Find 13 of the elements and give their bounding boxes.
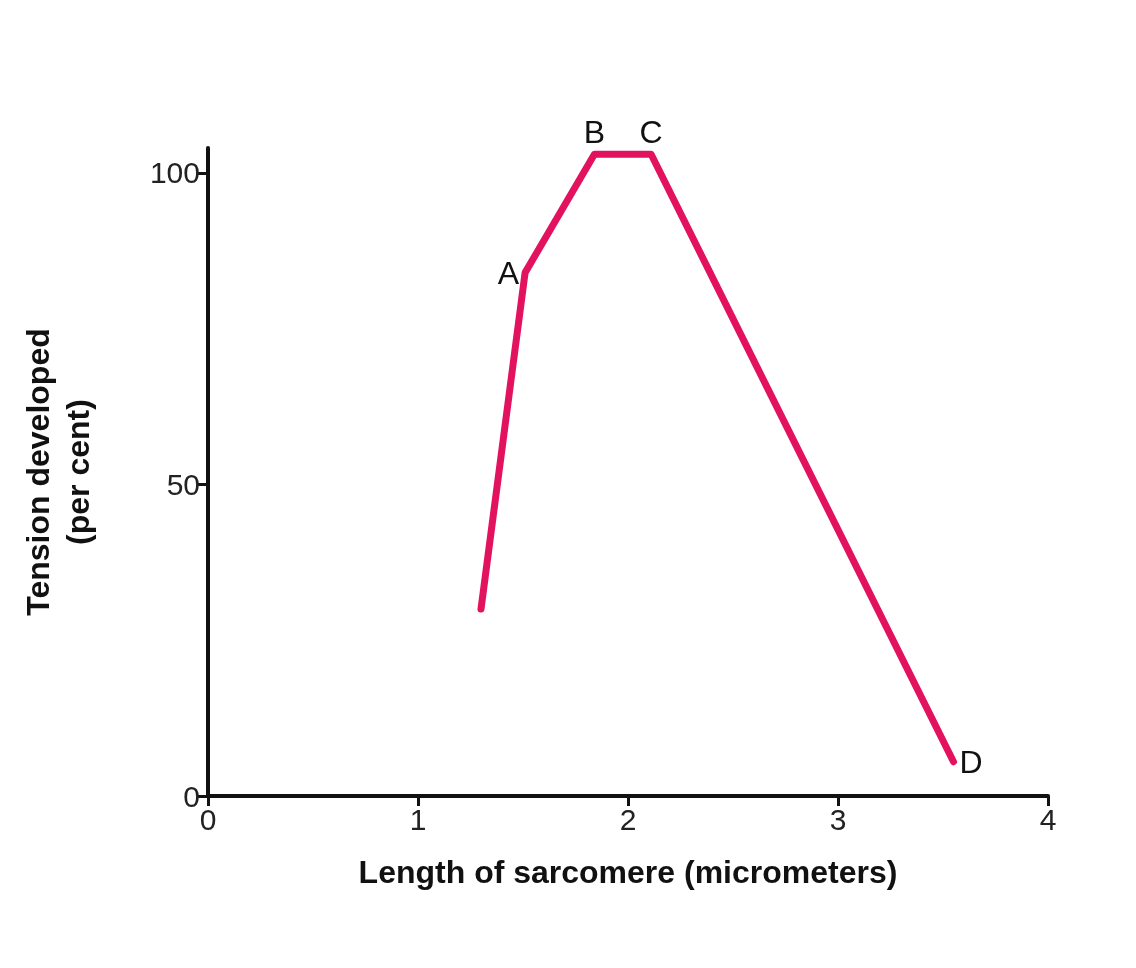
x-tick-label: 1 (409, 802, 427, 836)
x-tick-label: 4 (1039, 802, 1057, 836)
annotation: D (959, 743, 983, 780)
y-axis-title: Tension developed (per cent) (20, 328, 96, 616)
y-tick-label: 50 (166, 467, 200, 501)
annotation: B (583, 114, 606, 151)
x-tick-label: 3 (829, 802, 847, 836)
annotation: A (497, 254, 520, 291)
x-axis-title: Length of sarcomere (micrometers) (358, 854, 898, 890)
y-tick-label: 100 (149, 156, 200, 190)
y-tick-label: 0 (183, 779, 200, 813)
annotation: C (639, 114, 663, 151)
x-tick-label: 2 (619, 802, 637, 836)
